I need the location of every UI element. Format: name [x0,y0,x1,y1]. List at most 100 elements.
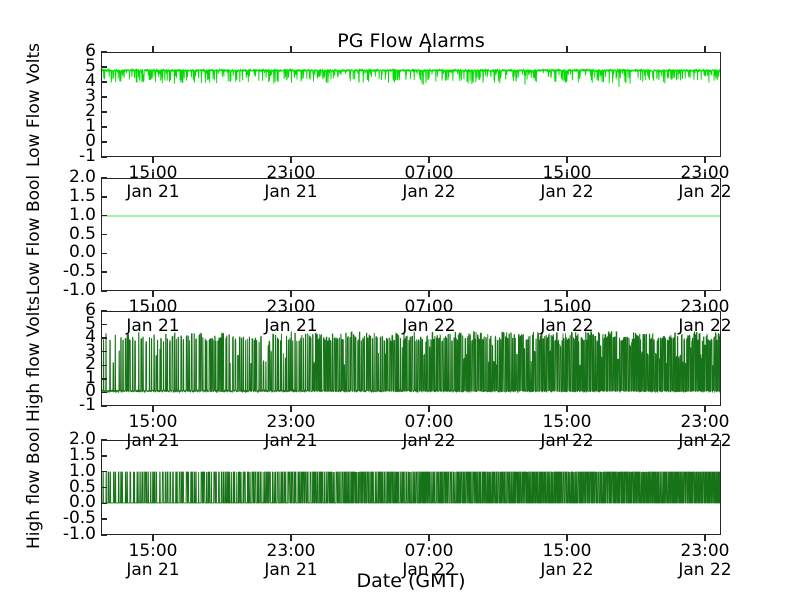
y-tick-mark [101,391,107,394]
x-tick-mark [566,157,568,163]
x-tick-date: Jan 22 [678,560,732,580]
data-line [102,67,720,88]
x-tick-mark-top [704,434,706,440]
y-tick-label: 1.5 [68,444,96,465]
y-tick-label: -0.5 [62,508,96,529]
y-tick-label: 1.5 [68,185,96,206]
x-tick-mark [290,157,292,163]
y-tick-label: 5 [85,313,96,334]
x-tick-mark-top [428,172,430,178]
page-title: PG Flow Alarms [337,30,485,52]
x-tick-mark [704,157,706,163]
y-tick-label: -0.5 [62,261,96,282]
x-tick-date: Jan 22 [402,431,456,451]
x-tick-mark-top [290,172,292,178]
y-tick-mark [101,156,107,158]
x-tick-mark-top [566,434,568,440]
x-tick-mark [290,535,292,541]
x-tick-mark [152,535,154,541]
y-tick-label: 3 [85,86,96,106]
x-tick-time: 07:00 [404,412,454,432]
y-tick-mark [101,271,107,273]
data-line [102,330,720,394]
plot-panel-low-flow-bool [101,178,721,291]
y-tick-label: 2.0 [68,429,96,449]
y-tick-label: 4 [85,71,96,91]
x-tick-mark-top [428,305,430,311]
y-tick-mark [101,518,107,520]
y-tick-label: 0 [85,131,96,151]
y-tick-mark [101,378,107,380]
x-tick-mark [566,291,568,297]
x-tick-mark [428,535,430,541]
x-tick-mark-top [428,46,430,52]
x-tick-date: Jan 22 [540,316,594,336]
y-tick-mark [101,364,107,366]
y-tick-mark [101,351,107,353]
y-tick-label: -1.0 [62,280,96,300]
x-tick-date: Jan 22 [402,560,456,580]
x-tick-mark [428,406,430,412]
y-tick-mark [101,96,107,98]
y-tick-label: 1.0 [68,204,96,225]
data-line [102,471,720,504]
x-tick-date: Jan 21 [126,560,180,580]
x-tick-time: 15:00 [128,541,178,561]
x-tick-date: Jan 22 [678,182,732,202]
y-tick-mark [101,439,107,441]
x-tick-date: Jan 22 [540,182,594,202]
x-tick-mark [290,406,292,412]
y-tick-label: -1.0 [62,524,96,544]
y-tick-label: 1.0 [68,460,96,481]
y-tick-label: 2.0 [68,167,96,187]
x-tick-date: Jan 21 [264,182,318,202]
y-tick-mark [101,290,107,292]
plot-panel-high-flow-bool [101,440,721,535]
y-tick-mark [101,214,107,217]
y-tick-mark [101,81,107,83]
y-tick-label: 0.0 [68,242,96,263]
x-tick-date: Jan 22 [678,316,732,336]
x-tick-mark [704,406,706,412]
y-tick-mark [101,337,107,339]
x-tick-mark-top [704,172,706,178]
x-tick-time: 07:00 [404,541,454,561]
y-tick-label: 6 [85,41,96,61]
y-tick-label: 2 [85,354,96,375]
x-tick-mark-top [566,172,568,178]
x-tick-mark [704,291,706,297]
x-tick-mark-top [566,305,568,311]
x-tick-time: 23:00 [266,541,316,561]
y-tick-mark [101,502,107,505]
y-tick-mark [101,51,107,53]
x-tick-mark [428,157,430,163]
y-tick-mark [101,126,107,128]
y-axis-label-3: High flow Bool [24,426,44,549]
x-tick-date: Jan 22 [678,431,732,451]
y-tick-label: 3 [85,340,96,361]
y-tick-mark [101,66,107,68]
x-tick-mark-top [428,434,430,440]
x-tick-mark-top [290,434,292,440]
x-tick-date: Jan 21 [126,316,180,336]
x-tick-mark-top [290,305,292,311]
x-tick-mark [152,406,154,412]
y-tick-mark [101,141,107,143]
x-tick-mark [566,406,568,412]
y-tick-label: 0 [85,381,96,402]
y-tick-mark [101,111,107,113]
x-tick-time: 23:00 [680,412,730,432]
x-tick-time: 15:00 [542,541,592,561]
y-tick-label: 5 [85,56,96,76]
plot-panel-high-flow-volts [101,311,721,406]
